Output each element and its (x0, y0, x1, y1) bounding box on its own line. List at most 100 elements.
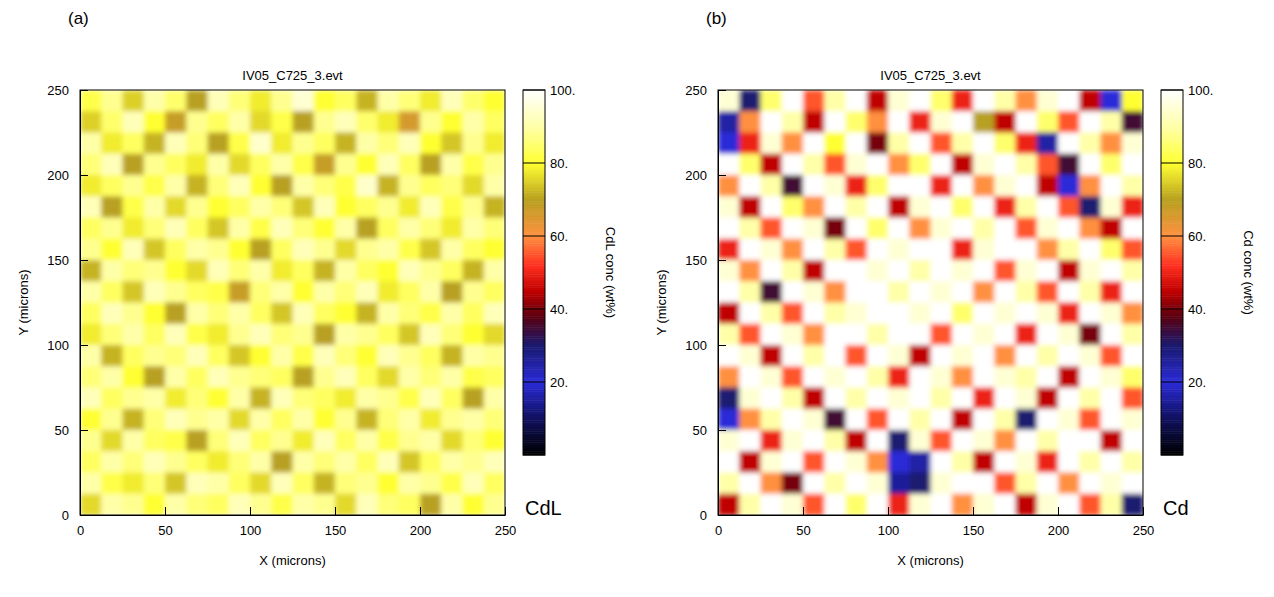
cell (1037, 281, 1059, 303)
cell (484, 473, 505, 495)
cell (250, 324, 272, 346)
cell (1101, 90, 1123, 112)
cell (739, 451, 761, 473)
cell (250, 281, 272, 303)
cell (1122, 260, 1143, 282)
cell (463, 175, 485, 197)
cell (399, 473, 421, 495)
cell (165, 154, 187, 176)
y-tick: 250 (685, 83, 726, 98)
cell (144, 133, 166, 155)
cell (1101, 239, 1123, 261)
colorbar-tick-label: 40. (550, 302, 568, 317)
cell (1122, 154, 1143, 176)
cell (931, 451, 953, 473)
cell (782, 366, 804, 388)
cell (356, 473, 378, 495)
y-tick-label: 100 (47, 338, 69, 353)
cell (1101, 196, 1123, 218)
cell (761, 324, 783, 346)
cell (994, 303, 1016, 325)
cell (420, 111, 442, 133)
cell (718, 451, 740, 473)
cell (356, 388, 378, 410)
cell (867, 260, 889, 282)
plot-area (718, 90, 1143, 515)
cell (824, 154, 846, 176)
x-tick-mark (803, 507, 804, 515)
cell (484, 239, 505, 261)
cell (1122, 239, 1143, 261)
plot-frame (80, 90, 505, 515)
cell (144, 260, 166, 282)
cell (356, 303, 378, 325)
cell (973, 409, 995, 431)
cell (101, 366, 123, 388)
cell (186, 90, 208, 112)
x-axis-title: X (microns) (897, 553, 963, 568)
y-tick-mark (718, 260, 726, 261)
cell (952, 90, 974, 112)
cell (271, 239, 293, 261)
cell (803, 303, 825, 325)
cell (484, 388, 505, 410)
cell (356, 451, 378, 473)
cell (761, 303, 783, 325)
cell (378, 154, 400, 176)
cell (803, 281, 825, 303)
cell (1079, 324, 1101, 346)
cell (101, 154, 123, 176)
cell (888, 345, 910, 367)
cell (378, 473, 400, 495)
cell (888, 133, 910, 155)
cell (1037, 451, 1059, 473)
cell (846, 345, 868, 367)
cell (994, 133, 1016, 155)
cell (739, 345, 761, 367)
cell (101, 111, 123, 133)
cell (867, 239, 889, 261)
cell (1016, 324, 1038, 346)
cell (250, 409, 272, 431)
cell (80, 260, 102, 282)
cell (208, 218, 230, 240)
colorbar-tick (523, 163, 545, 164)
colorbar-tick-label: 100. (1188, 83, 1213, 98)
y-tick-label: 0 (62, 508, 69, 523)
cell (271, 409, 293, 431)
cell (208, 494, 230, 515)
cell (761, 494, 783, 515)
cell (909, 111, 931, 133)
cell (1037, 90, 1059, 112)
cell (867, 451, 889, 473)
cell (208, 90, 230, 112)
cell (314, 260, 336, 282)
cell (1037, 218, 1059, 240)
cell (803, 239, 825, 261)
cell (1079, 473, 1101, 495)
cell (208, 473, 230, 495)
cell (101, 324, 123, 346)
cell (1122, 324, 1143, 346)
cell (1016, 90, 1038, 112)
cell (1079, 281, 1101, 303)
cell (931, 303, 953, 325)
cell (484, 111, 505, 133)
cell (441, 154, 463, 176)
x-tick-mark (165, 507, 166, 515)
colorbar-title: CdL conc (wt%) (603, 227, 618, 318)
cell (1058, 239, 1080, 261)
cell (739, 388, 761, 410)
cell (420, 473, 442, 495)
cell (1058, 90, 1080, 112)
cell (1101, 154, 1123, 176)
cell (1101, 324, 1123, 346)
colorbar-tick (1161, 309, 1183, 310)
cell (909, 345, 931, 367)
cell (165, 90, 187, 112)
cell (186, 451, 208, 473)
cell (1101, 218, 1123, 240)
cell (208, 196, 230, 218)
cell (718, 196, 740, 218)
cell (186, 303, 208, 325)
